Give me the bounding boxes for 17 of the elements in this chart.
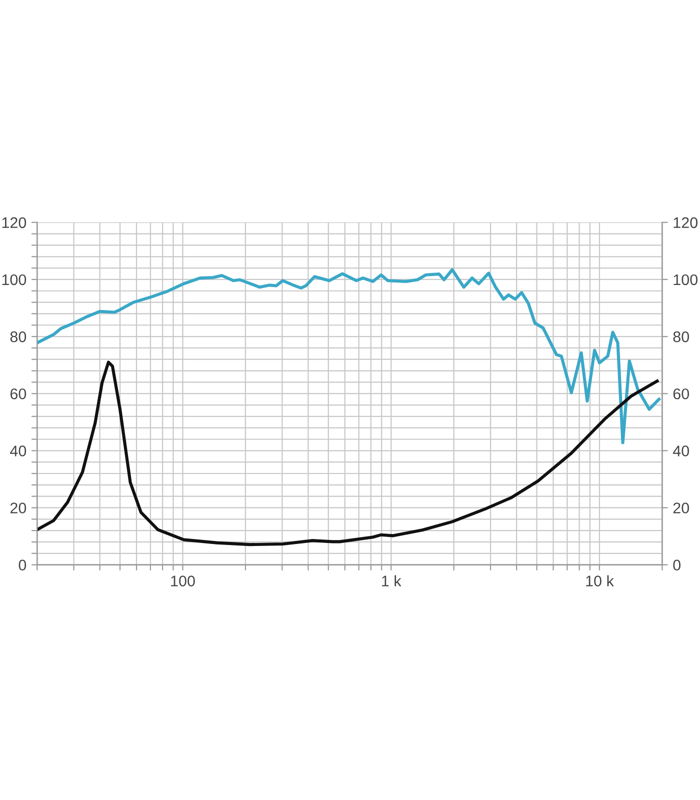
- x-tick-label: 1 k: [382, 575, 402, 586]
- y-tick-label: 20: [10, 502, 26, 514]
- y2-tick-label: 60: [673, 388, 690, 400]
- y-tick-label: 40: [10, 446, 26, 456]
- y2-tick-label: 20: [673, 502, 690, 514]
- y-tick-label: 80: [10, 331, 26, 342]
- y-tick-label: 100: [2, 274, 26, 286]
- y2-tick-label: 80: [673, 331, 690, 342]
- y-tick-label: 0: [18, 560, 26, 570]
- y2-tick-label: 100: [674, 274, 698, 286]
- y2-tick-label: 120: [674, 217, 698, 228]
- y2-tick-label: 0: [673, 560, 681, 570]
- y-tick-label: 120: [2, 217, 26, 228]
- y2-tick-label: 40: [672, 446, 690, 456]
- x-tick-label: 100: [171, 576, 195, 586]
- y-tick-label: 60: [10, 388, 26, 400]
- x-tick-label: 10 k: [586, 575, 614, 586]
